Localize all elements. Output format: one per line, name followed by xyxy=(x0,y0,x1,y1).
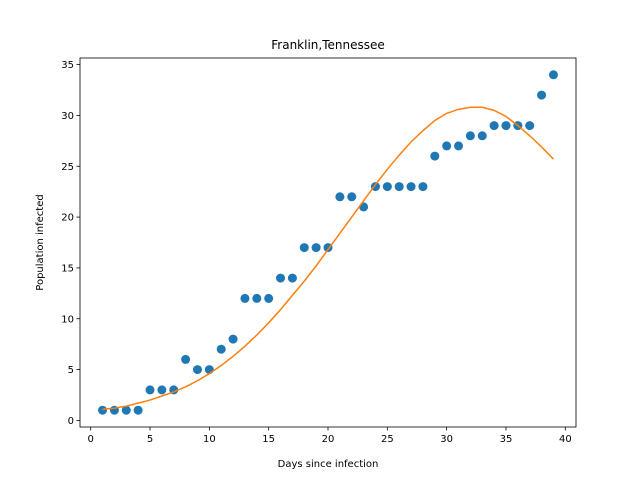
data-point xyxy=(406,182,416,192)
data-point xyxy=(347,192,357,202)
plot-area xyxy=(80,58,576,427)
data-point xyxy=(98,405,108,415)
data-point xyxy=(192,365,202,375)
x-tick-label: 5 xyxy=(147,434,153,445)
data-point xyxy=(501,121,511,131)
x-tick-label: 35 xyxy=(500,434,513,445)
data-point xyxy=(489,121,499,131)
y-tick-label: 30 xyxy=(61,111,74,122)
y-tick-label: 0 xyxy=(68,416,74,427)
data-point xyxy=(394,182,404,192)
x-tick-label: 0 xyxy=(87,434,93,445)
data-point xyxy=(525,121,535,131)
y-axis-ticks: 0 5 10 15 20 25 30 35 xyxy=(61,60,80,427)
data-point xyxy=(133,405,143,415)
data-point xyxy=(216,344,226,354)
x-tick-label: 25 xyxy=(381,434,394,445)
x-tick-label: 10 xyxy=(203,434,216,445)
data-point xyxy=(359,202,369,212)
x-tick-label: 15 xyxy=(262,434,275,445)
x-axis-ticks: 0 5 10 15 20 25 30 35 40 xyxy=(87,427,572,445)
x-tick-label: 40 xyxy=(559,434,572,445)
data-point xyxy=(454,141,464,151)
data-point xyxy=(299,243,309,253)
data-point xyxy=(252,293,262,303)
y-tick-label: 25 xyxy=(61,162,74,173)
y-tick-label: 5 xyxy=(68,365,74,376)
plot-frame xyxy=(79,57,577,428)
data-point xyxy=(537,90,547,100)
y-tick-label: 15 xyxy=(61,264,74,275)
data-point xyxy=(287,273,297,283)
data-point xyxy=(240,293,250,303)
data-point xyxy=(430,151,440,161)
data-point xyxy=(121,405,131,415)
x-tick-label: 30 xyxy=(440,434,453,445)
data-point xyxy=(145,385,155,395)
chart-title: Franklin,Tennessee xyxy=(271,38,385,52)
y-tick-label: 20 xyxy=(61,213,74,224)
data-point xyxy=(264,293,274,303)
x-tick-label: 20 xyxy=(322,434,335,445)
data-point xyxy=(311,243,321,253)
series-layer xyxy=(98,70,558,415)
x-axis-label: Days since infection xyxy=(278,459,379,470)
y-tick-label: 10 xyxy=(61,314,74,325)
y-axis-label: Population infected xyxy=(35,194,46,290)
data-point xyxy=(442,141,452,151)
data-point xyxy=(477,131,487,141)
data-point xyxy=(157,385,167,395)
fitted-curve xyxy=(102,106,554,410)
y-tick-label: 35 xyxy=(61,60,74,71)
data-point xyxy=(418,182,428,192)
data-point xyxy=(335,192,345,202)
data-point xyxy=(181,354,191,364)
data-point xyxy=(382,182,392,192)
data-point xyxy=(276,273,286,283)
data-point xyxy=(548,70,558,80)
data-point xyxy=(228,334,238,344)
data-point xyxy=(204,365,214,375)
data-point xyxy=(465,131,475,141)
